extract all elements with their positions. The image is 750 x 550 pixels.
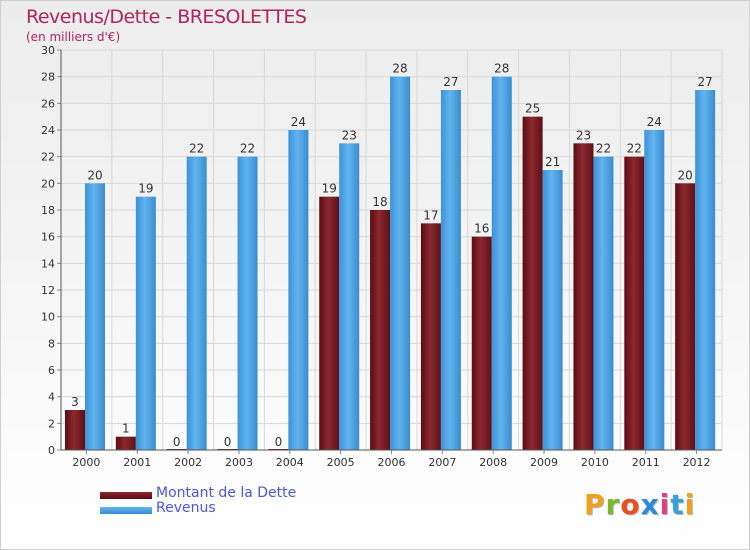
y-tick-label: 8 — [48, 337, 55, 350]
revenus-value-label: 22 — [189, 142, 204, 156]
logo-letter: i — [684, 488, 696, 521]
legend-label-revenus: Revenus — [156, 500, 216, 516]
x-tick-label: 2012 — [683, 456, 711, 469]
x-tick-label: 2000 — [72, 456, 100, 469]
dette-value-label: 0 — [275, 435, 283, 449]
revenus-bar-2004 — [288, 130, 309, 450]
y-tick-label: 14 — [41, 257, 55, 270]
dette-value-label: 23 — [576, 128, 591, 142]
y-tick-label: 10 — [41, 311, 55, 324]
revenus-value-label: 24 — [291, 115, 306, 129]
dette-value-label: 22 — [627, 142, 642, 156]
y-tick-label: 4 — [48, 391, 55, 404]
revenus-bar-2011 — [644, 130, 665, 450]
x-tick-label: 2009 — [530, 456, 558, 469]
revenus-bar-2010 — [593, 156, 614, 450]
y-tick-label: 22 — [41, 151, 55, 164]
dette-bar-2005 — [319, 196, 340, 450]
revenus-bar-2008 — [491, 76, 512, 451]
legend-label-dette: Montant de la Dette — [156, 485, 297, 501]
revenus-value-label: 23 — [342, 128, 357, 142]
dette-value-label: 0 — [173, 435, 181, 449]
dette-bar-2012 — [675, 183, 696, 451]
revenus-value-label: 27 — [698, 75, 713, 89]
dette-bar-2000 — [65, 410, 85, 450]
y-tick-label: 30 — [41, 44, 55, 57]
x-tick-label: 2011 — [632, 456, 660, 469]
dette-value-label: 19 — [322, 182, 337, 196]
revenus-value-label: 21 — [545, 155, 560, 169]
dette-bar-2006 — [370, 210, 391, 450]
dette-value-label: 1 — [122, 422, 130, 436]
revenus-bar-2001 — [135, 196, 156, 450]
dette-bar-2009 — [522, 116, 543, 451]
revenus-bar-2007 — [440, 90, 461, 450]
revenus-bar-2009 — [542, 170, 563, 450]
chart-subtitle: (en milliers d'€) — [26, 30, 121, 44]
x-tick-label: 2008 — [479, 456, 507, 469]
y-tick-label: 18 — [41, 204, 55, 217]
y-tick-label: 12 — [41, 284, 55, 297]
revenus-bar-2006 — [390, 76, 411, 451]
dette-value-label: 0 — [224, 435, 232, 449]
dette-bar-2007 — [420, 223, 441, 450]
revenus-bar-2002 — [186, 156, 207, 450]
legend-swatch-dette — [100, 492, 152, 499]
revenus-value-label: 28 — [494, 62, 509, 76]
y-tick-label: 20 — [41, 177, 55, 190]
x-tick-label: 2001 — [123, 456, 151, 469]
revenus-value-label: 19 — [138, 182, 153, 196]
dette-value-label: 16 — [474, 222, 489, 236]
y-tick-label: 26 — [41, 97, 55, 110]
logo-letter: t — [670, 488, 685, 521]
revenus-value-label: 24 — [647, 115, 662, 129]
x-tick-label: 2010 — [581, 456, 609, 469]
x-tick-label: 2003 — [225, 456, 253, 469]
y-tick-label: 16 — [41, 231, 55, 244]
logo-letter: P — [584, 488, 606, 521]
bars-layer: 3 1 0 0 0 19 18 17 16 25 23 22 20 20 19 22 22 24 23 28 27 28 2… — [65, 62, 716, 451]
revenus-value-label: 20 — [87, 168, 102, 182]
x-tick-label: 2005 — [327, 456, 355, 469]
y-tick-label: 6 — [48, 364, 55, 377]
y-tick-label: 2 — [48, 417, 55, 430]
x-tick-label: 2004 — [276, 456, 304, 469]
dette-value-label: 18 — [372, 195, 387, 209]
dette-value-label: 3 — [71, 395, 79, 409]
y-tick-label: 24 — [41, 124, 55, 137]
dette-bar-2010 — [573, 143, 594, 451]
x-tick-label: 2006 — [378, 456, 406, 469]
dette-value-label: 25 — [525, 102, 540, 116]
x-tick-label: 2002 — [174, 456, 202, 469]
y-tick-label: 0 — [48, 444, 55, 457]
revenus-value-label: 27 — [443, 75, 458, 89]
revenus-value-label: 22 — [240, 142, 255, 156]
logo-letter: i — [659, 488, 671, 521]
dette-bar-2011 — [624, 156, 645, 450]
revenus-bar-2005 — [339, 143, 360, 451]
logo-letter: x — [640, 488, 660, 521]
dette-value-label: 20 — [678, 168, 693, 182]
revenus-value-label: 28 — [392, 62, 407, 76]
logo-letter: r — [605, 488, 621, 521]
dette-bar-2001 — [115, 436, 136, 450]
revenus-bar-2012 — [695, 90, 716, 450]
dette-value-label: 17 — [423, 208, 438, 222]
legend-swatch-revenus — [100, 507, 152, 514]
proxiti-logo: Proxiti — [584, 488, 695, 521]
dette-bar-2008 — [471, 236, 492, 450]
x-tick-label: 2007 — [428, 456, 456, 469]
chart-title: Revenus/Dette - BRESOLETTES — [26, 6, 307, 28]
revenus-bar-2003 — [237, 156, 258, 450]
y-tick-label: 28 — [41, 71, 55, 84]
revenus-value-label: 22 — [596, 142, 611, 156]
revenus-bar-2000 — [85, 183, 105, 451]
logo-letter: o — [620, 488, 641, 521]
